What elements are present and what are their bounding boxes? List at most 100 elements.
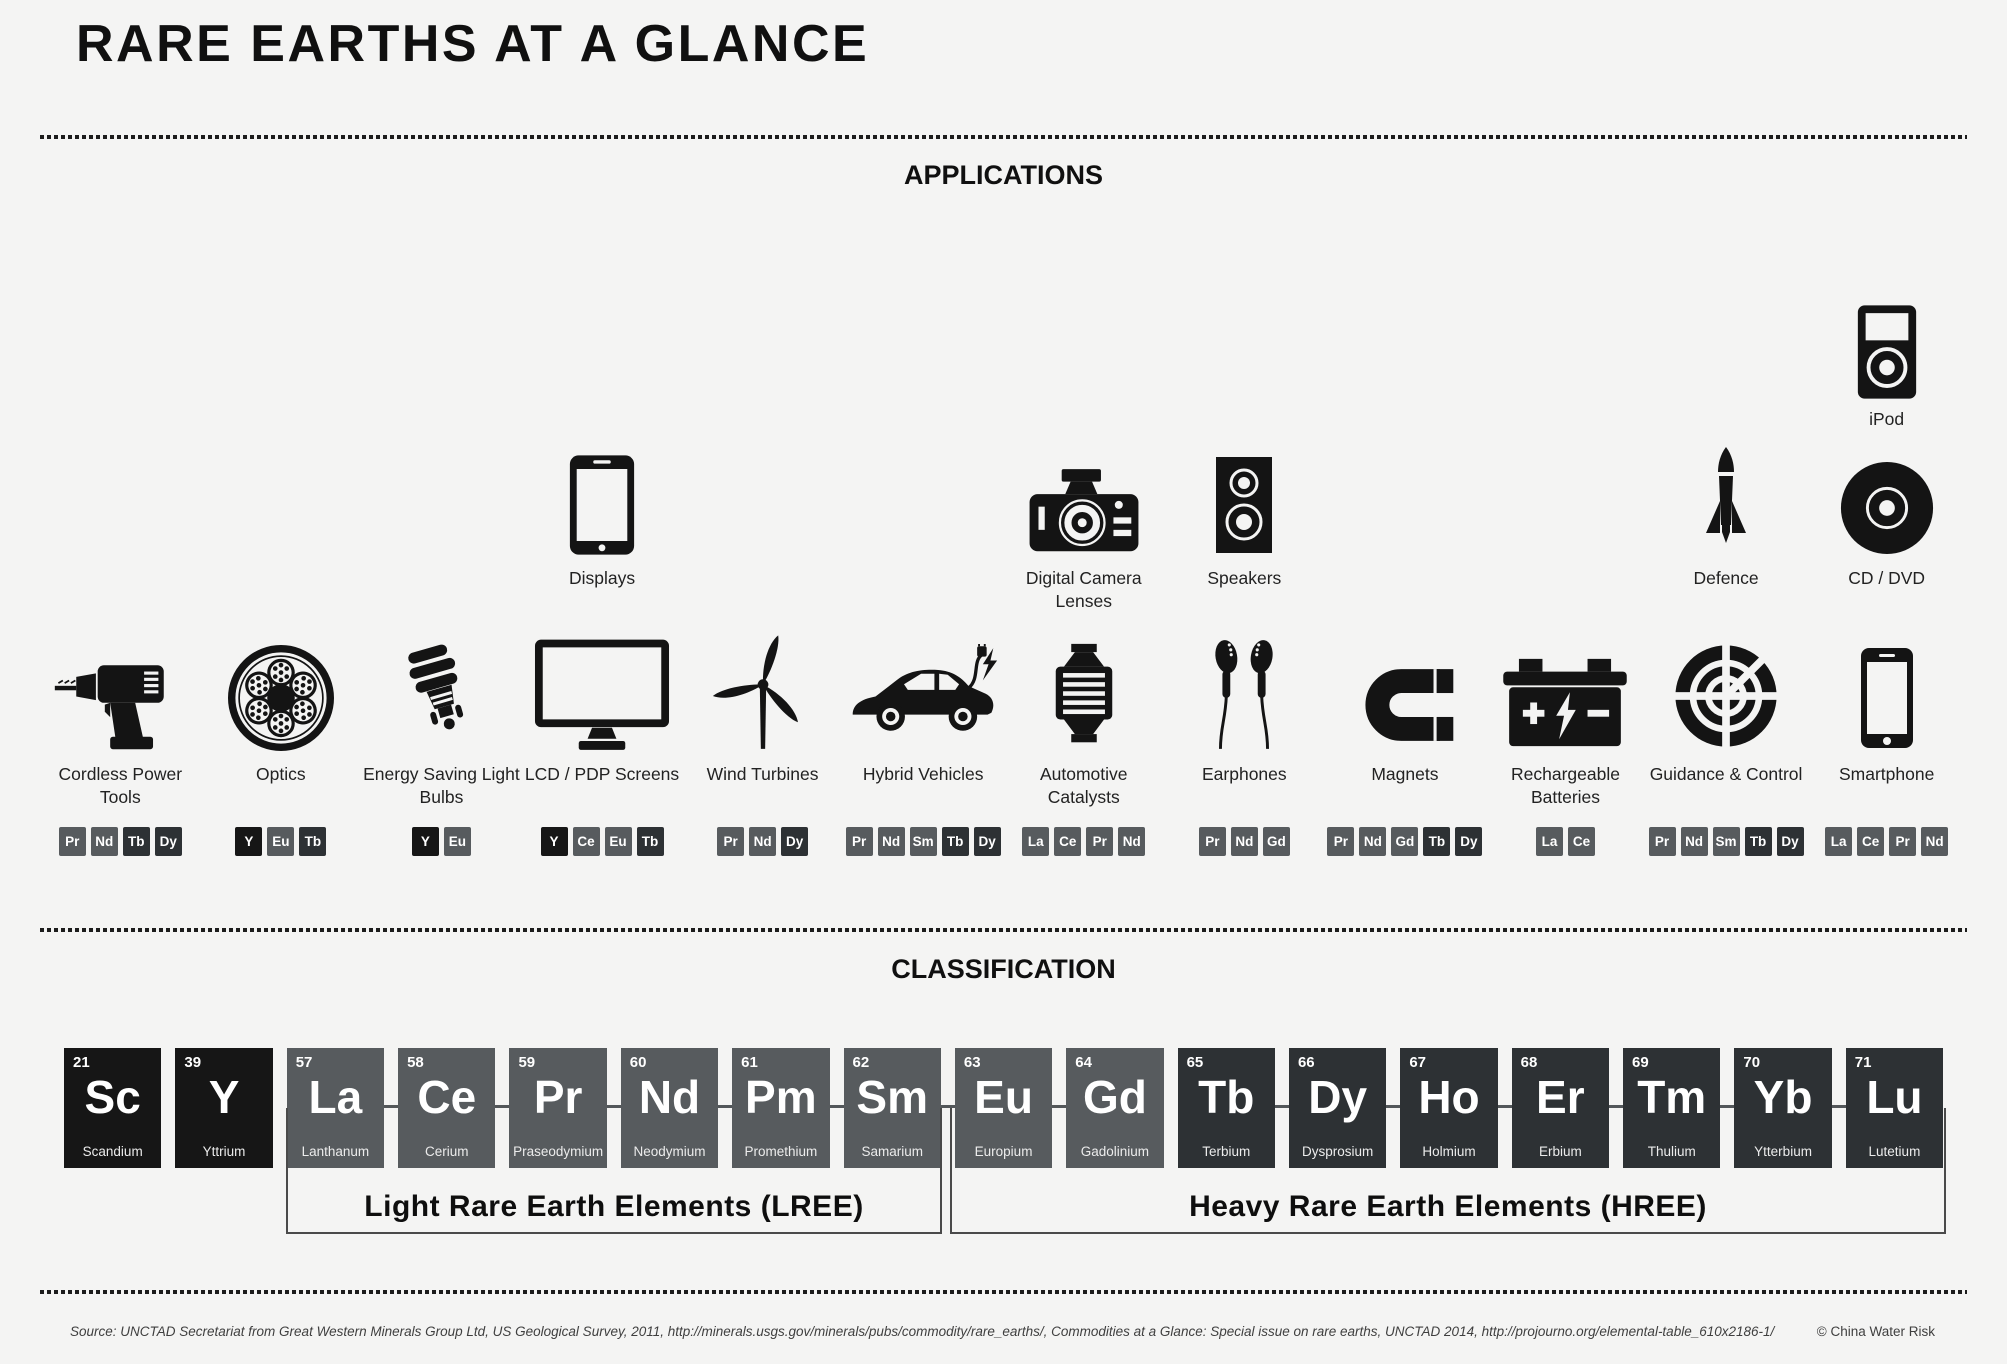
wind-turbine-icon <box>711 635 802 749</box>
element-tag: Gd <box>1262 827 1290 856</box>
earphones-icon <box>1215 640 1273 749</box>
element-name: Lanthanum <box>301 1144 370 1159</box>
app-column-automotive-catalysts: Digital Camera Lenses Automotive Catalys… <box>1003 205 1164 893</box>
app-column-wind-turbines: Wind Turbines Pr Nd Dy <box>682 205 843 893</box>
element-number: 64 <box>1075 1054 1092 1071</box>
element-name: Terbium <box>1202 1144 1251 1159</box>
source-note: Source: UNCTAD Secretariat from Great We… <box>70 1324 1775 1339</box>
page-title: RARE EARTHS AT A GLANCE <box>76 15 870 73</box>
app-label: Magnets <box>1371 764 1439 784</box>
app-label: CD / DVD <box>1848 568 1926 588</box>
element-tag: Y <box>540 827 568 856</box>
element-tile-gd: 64 Gd Gadolinium <box>1052 1048 1164 1168</box>
element-name: Scandium <box>82 1144 143 1159</box>
element-tag: La <box>1535 827 1563 856</box>
element-name: Gadolinium <box>1080 1144 1150 1159</box>
element-tag: Eu <box>443 827 471 856</box>
app-label: LCD / PDP Screens <box>524 764 680 784</box>
element-tile-sm: 62 Sm Samarium <box>829 1048 941 1168</box>
element-number: 59 <box>518 1054 536 1071</box>
tablet-icon <box>569 455 635 555</box>
element-tag: Dy <box>973 827 1001 856</box>
applications-grid: Cordless Power Tools Pr Nd Tb Dy <box>40 205 1967 893</box>
app-item: Automotive Catalysts La Ce Pr Nd <box>1005 623 1163 857</box>
element-tag: Nd <box>749 827 777 856</box>
lree-label: Light Rare Earth Elements (LREE) <box>364 1190 864 1223</box>
element-tile-ce: 58 Ce Cerium <box>384 1048 496 1168</box>
app-label: Energy Saving Light Bulbs <box>363 764 520 808</box>
app-item: Energy Saving Light Bulbs Y Eu <box>362 623 520 857</box>
element-symbol: Lu <box>1866 1071 1923 1123</box>
element-symbol: Ce <box>417 1071 477 1123</box>
app-item: Smartphone La Ce Pr Nd <box>1808 623 1966 857</box>
element-tag: Tb <box>941 827 969 856</box>
element-tag: La <box>1022 827 1050 856</box>
element-tile-la: 57 La Lanthanum <box>286 1048 385 1168</box>
app-label: Displays <box>568 568 636 588</box>
element-symbol: Y <box>208 1071 240 1123</box>
element-name: Praseodymium <box>513 1144 604 1159</box>
element-name: Cerium <box>425 1144 469 1159</box>
element-name: Holmium <box>1422 1144 1476 1159</box>
app-column-cordless-power-tools: Cordless Power Tools Pr Nd Tb Dy <box>40 205 201 893</box>
element-tags: Pr Nd Gd <box>1165 827 1323 857</box>
dotted-divider <box>40 135 1967 139</box>
element-symbol: Sm <box>856 1071 928 1123</box>
app-item: Rechargeable Batteries La Ce <box>1486 623 1644 857</box>
element-tag: Ce <box>1567 827 1595 856</box>
ipod-icon <box>1857 305 1916 399</box>
app-label: Automotive Catalysts <box>1039 764 1128 808</box>
periodic-tiles-row: 21 Sc Scandium 39 Y Yttrium 57 La Lantha… <box>64 1048 1944 1168</box>
element-number: 67 <box>1409 1054 1426 1071</box>
element-number: 71 <box>1854 1054 1872 1071</box>
element-symbol: Pm <box>745 1071 817 1123</box>
dotted-divider <box>40 1290 1967 1294</box>
applications-heading: APPLICATIONS <box>903 160 1103 190</box>
element-tag: Pr <box>1327 827 1355 856</box>
element-tag: Pr <box>1889 827 1917 856</box>
speaker-icon <box>1216 457 1273 553</box>
lree-bracket: Light Rare Earth Elements (LREE) <box>286 1108 942 1234</box>
element-tag: Nd <box>877 827 905 856</box>
element-symbol: Er <box>1536 1071 1585 1123</box>
app-item-top: Defence <box>1651 445 1801 623</box>
element-tag: Dy <box>1455 827 1483 856</box>
element-tag: Y <box>235 827 263 856</box>
hybrid-car-icon <box>852 644 998 731</box>
element-number: 63 <box>963 1054 981 1071</box>
app-label: Smartphone <box>1838 764 1935 784</box>
app-item-top: CD / DVD <box>1812 445 1962 623</box>
element-tile-tm: 69 Tm Thulium <box>1608 1048 1721 1168</box>
element-tag: Dy <box>154 827 182 856</box>
element-symbol: Pr <box>533 1071 583 1123</box>
element-tile-er: 68 Er Erbium <box>1497 1048 1610 1168</box>
app-item: Optics Y Eu Tb <box>202 623 360 857</box>
element-tags: Y Ce Eu Tb <box>523 827 681 857</box>
element-symbol: Nd <box>638 1071 701 1123</box>
app-item: Earphones Pr Nd Gd <box>1165 623 1323 857</box>
element-tag: Gd <box>1391 827 1419 856</box>
app-item: Magnets Pr Nd Gd Tb Dy <box>1326 623 1484 857</box>
drill-icon <box>55 665 165 750</box>
app-label: Digital Camera Lenses <box>1025 568 1142 611</box>
element-tag: Nd <box>1921 827 1949 856</box>
app-label: Optics <box>256 764 306 784</box>
element-tag: Nd <box>1230 827 1258 856</box>
element-number: 60 <box>629 1054 647 1071</box>
element-name: Dysprosium <box>1302 1144 1374 1159</box>
element-tag: Pr <box>1086 827 1114 856</box>
app-item-top: Digital Camera Lenses <box>1009 445 1159 623</box>
element-tag: Pr <box>717 827 745 856</box>
app-label: Defence <box>1693 568 1759 588</box>
hree-bracket: Heavy Rare Earth Elements (HREE) <box>950 1108 1946 1234</box>
app-item: Hybrid Vehicles Pr Nd Sm Tb Dy <box>844 623 1002 857</box>
element-tag: Dy <box>781 827 809 856</box>
element-tag: Pr <box>845 827 873 856</box>
element-number: 69 <box>1632 1054 1649 1071</box>
element-tag: Nd <box>1118 827 1146 856</box>
element-number: 39 <box>184 1054 202 1071</box>
app-item: Wind Turbines Pr Nd Dy <box>684 623 842 857</box>
element-name: Erbium <box>1538 1144 1582 1159</box>
element-tag: Pr <box>1198 827 1226 856</box>
